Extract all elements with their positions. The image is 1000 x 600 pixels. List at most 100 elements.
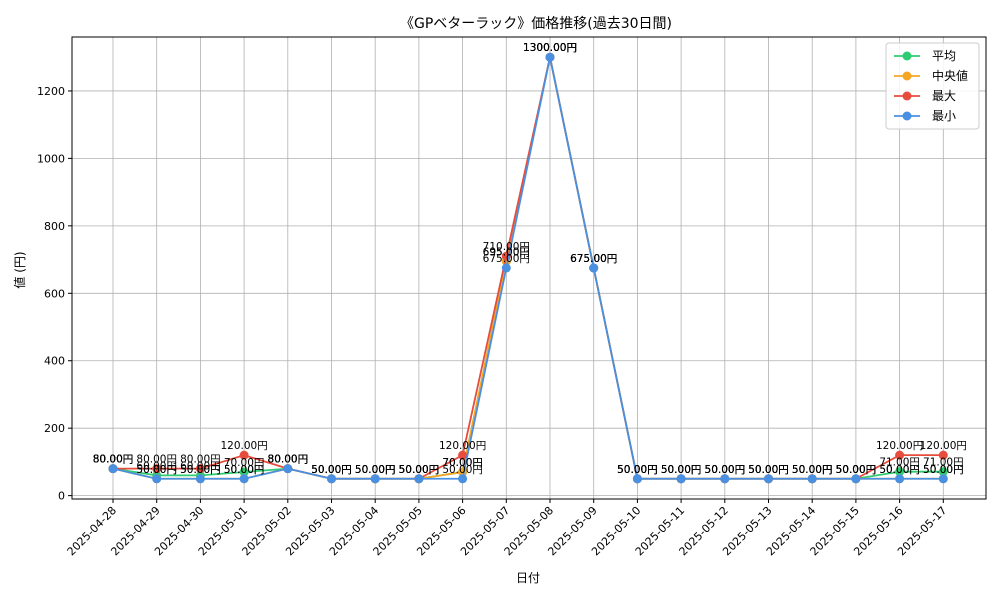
- series-point: [195, 464, 205, 474]
- data-label: 50.00円: [311, 464, 352, 476]
- series-point: [239, 467, 249, 477]
- legend-label: 最大: [932, 89, 956, 103]
- data-label: 50.00円: [792, 464, 833, 476]
- data-label: 71.00円: [923, 457, 964, 469]
- data-label: 50.00円: [399, 464, 440, 476]
- series-point: [414, 474, 424, 484]
- data-label: 675.00円: [570, 253, 617, 265]
- series-point: [895, 450, 905, 460]
- data-label: 50.00円: [836, 464, 877, 476]
- data-label: 50.00円: [180, 464, 221, 476]
- data-label: 80.00円: [93, 454, 134, 466]
- data-label: 71.00円: [879, 457, 920, 469]
- data-label: 50.00円: [705, 464, 746, 476]
- legend-marker: [902, 91, 912, 101]
- data-label: 50.00円: [399, 464, 440, 476]
- series-line: [112, 57, 944, 480]
- data-label: 50.00円: [836, 464, 877, 476]
- series-point: [938, 467, 948, 477]
- series-point: [108, 464, 118, 474]
- data-label: 50.00円: [748, 464, 789, 476]
- data-label: 50.00円: [661, 464, 702, 476]
- series-point: [239, 450, 249, 460]
- x-axis-title: 日付: [516, 571, 540, 585]
- data-label: 50.00円: [442, 464, 483, 476]
- data-label: 50.00円: [311, 464, 352, 476]
- chart-title: 《GPベターラック》価格推移(過去30日間): [400, 16, 672, 32]
- data-label: 80.00円: [268, 454, 309, 466]
- series-line: [112, 57, 944, 480]
- data-label: 120.00円: [876, 440, 923, 452]
- data-label: 50.00円: [705, 464, 746, 476]
- data-label: 50.00円: [661, 464, 702, 476]
- data-label: 710.00円: [483, 241, 530, 253]
- y-tick-label: 1000: [37, 152, 65, 165]
- data-label: 50.00円: [748, 464, 789, 476]
- data-label: 50.00円: [617, 464, 658, 476]
- y-tick-label: 600: [44, 287, 65, 300]
- axes: 0200400600800100012002025-04-282025-04-2…: [37, 36, 987, 558]
- data-label: 50.00円: [311, 464, 352, 476]
- data-label: 70.00円: [442, 457, 483, 469]
- data-label: 50.00円: [923, 464, 964, 476]
- data-label: 50.00円: [355, 464, 396, 476]
- data-label: 60.00円: [136, 460, 177, 472]
- series-point: [458, 474, 468, 484]
- series-line: [112, 57, 944, 480]
- data-label: 50.00円: [399, 464, 440, 476]
- data-label: 120.00円: [439, 440, 486, 452]
- y-tick-label: 400: [44, 355, 65, 368]
- series-point: [764, 474, 773, 484]
- data-label: 80.00円: [136, 454, 177, 466]
- legend-marker: [902, 71, 912, 81]
- data-label: 675.00円: [570, 253, 617, 265]
- series-point: [239, 474, 249, 484]
- series-point: [807, 474, 817, 484]
- data-label: 50.00円: [879, 464, 920, 476]
- data-label: 50.00円: [705, 464, 746, 476]
- data-label: 50.00円: [661, 464, 702, 476]
- legend-box: [885, 42, 980, 130]
- series-point: [545, 52, 555, 62]
- data-label: 50.00円: [661, 464, 702, 476]
- data-label: 50.00円: [136, 464, 177, 476]
- data-label: 80.00円: [268, 454, 309, 466]
- data-label: 70.00円: [224, 457, 265, 469]
- legend-label: 平均: [932, 49, 956, 63]
- series-point: [720, 474, 730, 484]
- data-label: 50.00円: [792, 464, 833, 476]
- data-label: 60.00円: [180, 460, 221, 472]
- data-label: 50.00円: [224, 464, 265, 476]
- series-point: [501, 263, 511, 273]
- data-label: 50.00円: [836, 464, 877, 476]
- data-label: 50.00円: [355, 464, 396, 476]
- data-label: 675.00円: [570, 253, 617, 265]
- series-lines: [108, 52, 948, 484]
- data-label: 1300.00円: [523, 42, 577, 54]
- data-label: 50.00円: [224, 464, 265, 476]
- data-label: 50.00円: [617, 464, 658, 476]
- data-label: 50.00円: [180, 464, 221, 476]
- y-tick-label: 200: [44, 422, 65, 435]
- data-label: 1300.00円: [523, 42, 577, 54]
- y-tick-label: 0: [58, 490, 65, 503]
- data-label: 50.00円: [792, 464, 833, 476]
- data-label: 50.00円: [399, 464, 440, 476]
- data-label: 50.00円: [136, 464, 177, 476]
- legend-label: 最小: [932, 109, 956, 123]
- y-tick-label: 800: [44, 220, 65, 233]
- series-point: [938, 474, 948, 484]
- data-label: 695.00円: [483, 246, 530, 258]
- legend-marker: [902, 51, 912, 61]
- series-point: [676, 474, 686, 484]
- data-label: 80.00円: [268, 454, 309, 466]
- series-point: [895, 474, 905, 484]
- data-label: 80.00円: [93, 454, 134, 466]
- series-point: [632, 474, 642, 484]
- series-line: [113, 57, 944, 480]
- data-label: 80.00円: [268, 454, 309, 466]
- data-label: 50.00円: [879, 464, 920, 476]
